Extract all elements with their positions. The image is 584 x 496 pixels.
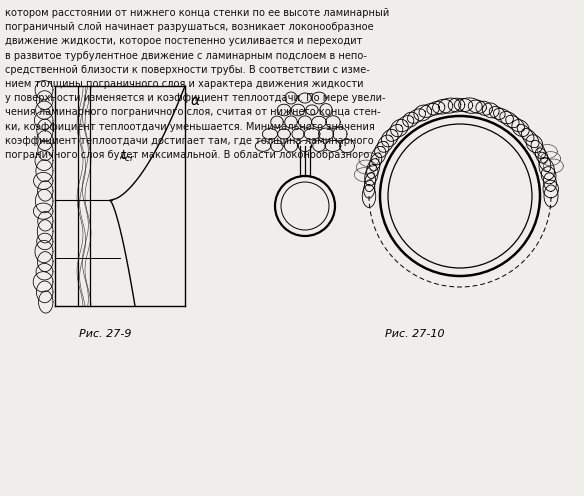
Text: нием толщины пограничного слоя и характера движения жидкости: нием толщины пограничного слоя и характе… — [5, 79, 363, 89]
Text: Рис. 27-9: Рис. 27-9 — [79, 329, 131, 339]
Text: движение жидкости, которое постепенно усиливается и переходит: движение жидкости, которое постепенно ус… — [5, 36, 363, 47]
Text: в развитое турбулентное движение с ламинарным подслоем в непо-: в развитое турбулентное движение с ламин… — [5, 51, 367, 61]
Text: у поверхности изменяется и коэффициент теплоотдачи. По мере увели-: у поверхности изменяется и коэффициент т… — [5, 93, 385, 103]
Text: Рис. 27-10: Рис. 27-10 — [385, 329, 445, 339]
Text: $\alpha$: $\alpha$ — [190, 94, 201, 108]
Text: средственной близости к поверхности трубы. В соответствии с изме-: средственной близости к поверхности труб… — [5, 65, 370, 75]
Text: ки, коэффициент теплоотдачи уменьшается. Минимального значения: ки, коэффициент теплоотдачи уменьшается.… — [5, 122, 375, 131]
Text: коэффициент теплоотдачи достигает там, где толщина ламинарного: коэффициент теплоотдачи достигает там, г… — [5, 136, 374, 146]
Text: $t_{cr}$: $t_{cr}$ — [120, 149, 135, 164]
Text: чения ламинарного пограничного слоя, считая от нижнего конца стен-: чения ламинарного пограничного слоя, счи… — [5, 108, 381, 118]
Text: пограничный слой начинает разрушаться, возникает локонообразное: пограничный слой начинает разрушаться, в… — [5, 22, 374, 32]
Text: котором расстоянии от нижнего конца стенки по ее высоте ламинарный: котором расстоянии от нижнего конца стен… — [5, 8, 390, 18]
Text: пограничного слоя будет максимальной. В области локонообразного: пограничного слоя будет максимальной. В … — [5, 150, 369, 160]
